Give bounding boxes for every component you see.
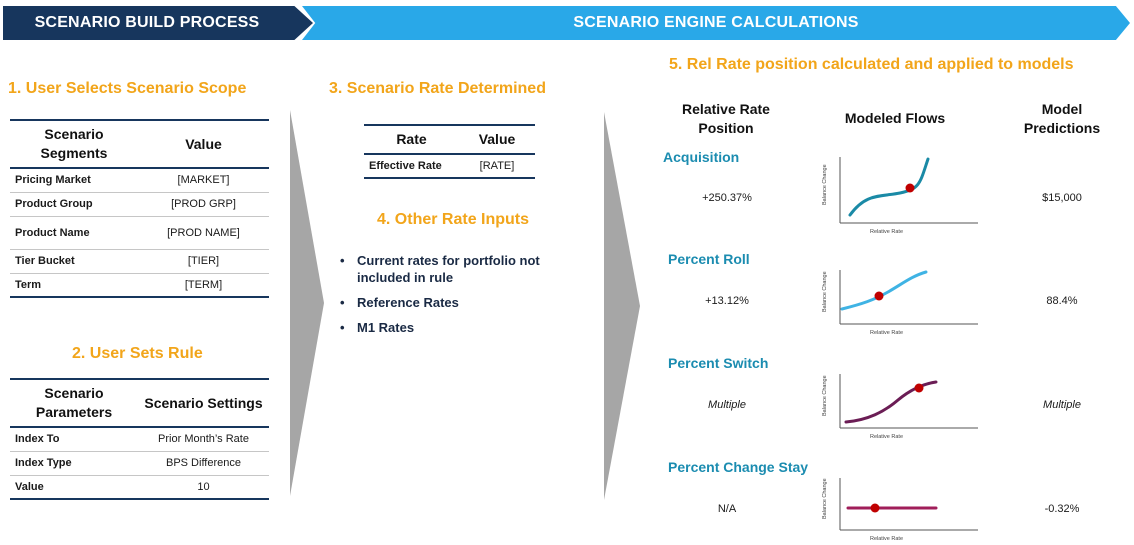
rule-value: Prior Month’s Rate bbox=[138, 427, 269, 452]
scenario-build-process-banner: SCENARIO BUILD PROCESS bbox=[3, 6, 313, 40]
rate-value: [RATE] bbox=[459, 154, 535, 179]
col-header-position: Relative Rate Position bbox=[682, 101, 770, 136]
bullet-text: Current rates for portfolio not included… bbox=[357, 253, 540, 285]
rule-key: Index Type bbox=[10, 451, 138, 476]
rate-position-marker bbox=[905, 183, 915, 193]
table-row: Value 10 bbox=[10, 475, 269, 500]
rate-header-rate: Rate bbox=[396, 131, 427, 147]
scope-key: Term bbox=[10, 273, 138, 298]
scope-header-row: Scenario Segments Value bbox=[10, 120, 269, 168]
table-row: Effective Rate [RATE] bbox=[364, 154, 535, 179]
step2-title: 2. User Sets Rule bbox=[72, 345, 203, 362]
scope-header-value: Value bbox=[185, 135, 222, 152]
acquisition-flow-chart: Balance Change Relative Rate bbox=[822, 157, 978, 235]
banner-right-label: SCENARIO ENGINE CALCULATIONS bbox=[573, 14, 859, 31]
row-label-acquisition: Acquisition bbox=[663, 149, 740, 165]
chart-y-label: Balance Change bbox=[822, 478, 828, 519]
col-header-predictions: Model Predictions bbox=[1023, 101, 1101, 136]
rule-header-settings: Scenario Settings bbox=[144, 394, 263, 411]
position-value: Multiple bbox=[708, 399, 746, 411]
rate-key: Effective Rate bbox=[364, 154, 459, 179]
table-row: Index To Prior Month’s Rate bbox=[10, 427, 269, 452]
bullet-icon: • bbox=[340, 253, 345, 268]
rule-header-row: Scenario Parameters Scenario Settings bbox=[10, 379, 269, 427]
rate-position-marker bbox=[870, 503, 880, 513]
position-value: +13.12% bbox=[705, 295, 749, 307]
prediction-value: Multiple bbox=[1043, 399, 1081, 411]
scenario-engine-calculations-banner: SCENARIO ENGINE CALCULATIONS bbox=[302, 6, 1130, 40]
rule-key: Index To bbox=[10, 427, 138, 452]
scope-key: Tier Bucket bbox=[10, 249, 138, 274]
bullet-text: Reference Rates bbox=[357, 295, 459, 310]
scope-header-segments: Scenario Segments bbox=[40, 126, 108, 161]
list-item: • Current rates for portfolio not include… bbox=[340, 252, 570, 286]
chart-y-label: Balance Change bbox=[822, 164, 828, 205]
row-label-percent-switch: Percent Switch bbox=[668, 355, 769, 371]
step4-title: 4. Other Rate Inputs bbox=[377, 211, 530, 228]
scenario-scope-table: Scenario Segments Value Pricing Market [… bbox=[10, 119, 269, 298]
flow-curve bbox=[848, 157, 930, 217]
rule-key: Value bbox=[10, 475, 138, 500]
rate-position-marker bbox=[874, 291, 884, 301]
chart-x-label: Relative Rate bbox=[870, 229, 903, 235]
scope-value: [TIER] bbox=[138, 249, 269, 274]
scenario-rate-table: Rate Value Effective Rate [RATE] bbox=[364, 124, 535, 179]
rule-value: BPS Difference bbox=[138, 451, 269, 476]
list-item: • Reference Rates bbox=[340, 294, 570, 311]
scope-value: [PROD NAME] bbox=[138, 216, 269, 250]
chart-x-label: Relative Rate bbox=[870, 536, 903, 542]
flow-chevron-1 bbox=[290, 110, 324, 496]
table-row: Product Name [PROD NAME] bbox=[10, 216, 269, 250]
chart-x-label: Relative Rate bbox=[870, 434, 903, 440]
step3-title: 3. Scenario Rate Determined bbox=[329, 80, 546, 97]
banner-left-label: SCENARIO BUILD PROCESS bbox=[34, 14, 260, 31]
scope-key: Pricing Market bbox=[10, 168, 138, 193]
prediction-value: -0.32% bbox=[1044, 503, 1080, 515]
percent-roll-flow-chart: Balance Change Relative Rate bbox=[822, 270, 978, 336]
row-label-percent-roll: Percent Roll bbox=[668, 251, 750, 267]
bullet-icon: • bbox=[340, 295, 345, 310]
scope-key: Product Group bbox=[10, 192, 138, 217]
table-row: Tier Bucket [TIER] bbox=[10, 249, 269, 274]
percent-change-stay-flow-chart: Balance Change Relative Rate bbox=[822, 478, 978, 542]
row-label-percent-change-stay: Percent Change Stay bbox=[668, 459, 809, 475]
flow-curve bbox=[840, 270, 928, 311]
scenario-rule-table: Scenario Parameters Scenario Settings In… bbox=[10, 378, 269, 500]
rate-position-marker bbox=[914, 383, 924, 393]
other-rate-inputs-list: • Current rates for portfolio not include… bbox=[340, 252, 570, 344]
col-header-flows: Modeled Flows bbox=[844, 110, 946, 126]
table-row: Product Group [PROD GRP] bbox=[10, 192, 269, 217]
rule-value: 10 bbox=[138, 475, 269, 500]
prediction-value: 88.4% bbox=[1046, 295, 1078, 307]
prediction-value: $15,000 bbox=[1042, 192, 1082, 204]
chart-y-label: Balance Change bbox=[822, 271, 828, 312]
rate-header-row: Rate Value bbox=[364, 125, 535, 154]
scope-value: [PROD GRP] bbox=[138, 192, 269, 217]
list-item: • M1 Rates bbox=[340, 319, 570, 336]
flow-curve bbox=[844, 380, 938, 424]
table-row: Pricing Market [MARKET] bbox=[10, 168, 269, 193]
bullet-text: M1 Rates bbox=[357, 320, 415, 335]
chart-x-label: Relative Rate bbox=[870, 330, 903, 336]
step1-title: 1. User Selects Scenario Scope bbox=[8, 80, 247, 97]
bullet-icon: • bbox=[340, 320, 345, 335]
rate-header-value: Value bbox=[478, 131, 516, 147]
chart-y-label: Balance Change bbox=[822, 375, 828, 416]
flow-chevron-2 bbox=[604, 112, 640, 500]
table-row: Term [TERM] bbox=[10, 273, 269, 298]
scope-key: Product Name bbox=[10, 216, 138, 250]
scope-value: [TERM] bbox=[138, 273, 269, 298]
scope-value: [MARKET] bbox=[138, 168, 269, 193]
table-row: Index Type BPS Difference bbox=[10, 451, 269, 476]
rule-header-parameters: Scenario Parameters bbox=[35, 385, 113, 420]
step5-title: 5. Rel Rate position calculated and appl… bbox=[669, 56, 1074, 73]
position-value: +250.37% bbox=[702, 192, 752, 204]
position-value: N/A bbox=[717, 503, 737, 515]
percent-switch-flow-chart: Balance Change Relative Rate bbox=[822, 374, 978, 440]
